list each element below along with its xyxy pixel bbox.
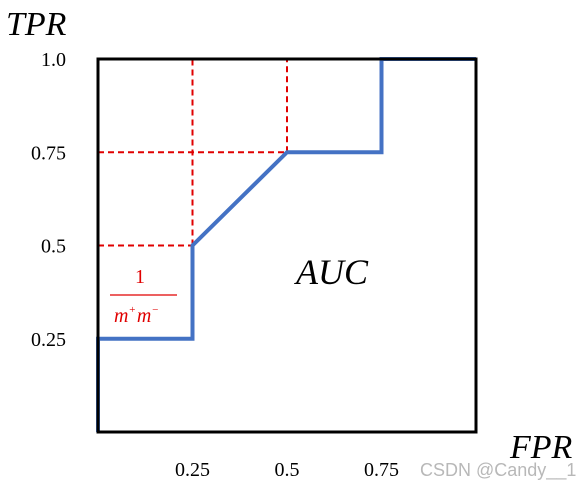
denominator-m2: m xyxy=(137,305,151,327)
denominator-m1: m xyxy=(114,305,128,327)
y-tick-label: 1.0 xyxy=(41,49,66,71)
plot-frame xyxy=(96,57,478,434)
roc-curve-layer xyxy=(96,57,476,432)
x-axis-title: FPR xyxy=(509,429,573,466)
cell-area-fraction: 1 m+m− xyxy=(110,266,177,327)
denominator-sup2: − xyxy=(151,304,158,316)
y-tick-label: 0.25 xyxy=(31,329,66,351)
x-tick-labels: 0.25 0.5 0.75 xyxy=(175,459,399,481)
roc-curve-line xyxy=(96,57,476,432)
y-tick-labels: 0.25 0.5 0.75 1.0 xyxy=(31,49,66,351)
y-tick-label: 0.75 xyxy=(31,142,66,164)
fraction-numerator: 1 xyxy=(135,266,145,288)
auc-label: AUC xyxy=(294,252,369,292)
watermark: CSDN @Candy__1 xyxy=(420,460,576,481)
x-tick-label: 0.25 xyxy=(175,459,210,481)
guide-lines xyxy=(98,59,288,247)
x-tick-label: 0.5 xyxy=(275,459,300,481)
x-tick-label: 0.75 xyxy=(364,459,399,481)
y-axis-title: TPR xyxy=(6,6,67,43)
y-tick-label: 0.5 xyxy=(41,236,66,258)
fraction-denominator: m+m− xyxy=(114,304,159,327)
denominator-sup1: + xyxy=(128,304,135,316)
